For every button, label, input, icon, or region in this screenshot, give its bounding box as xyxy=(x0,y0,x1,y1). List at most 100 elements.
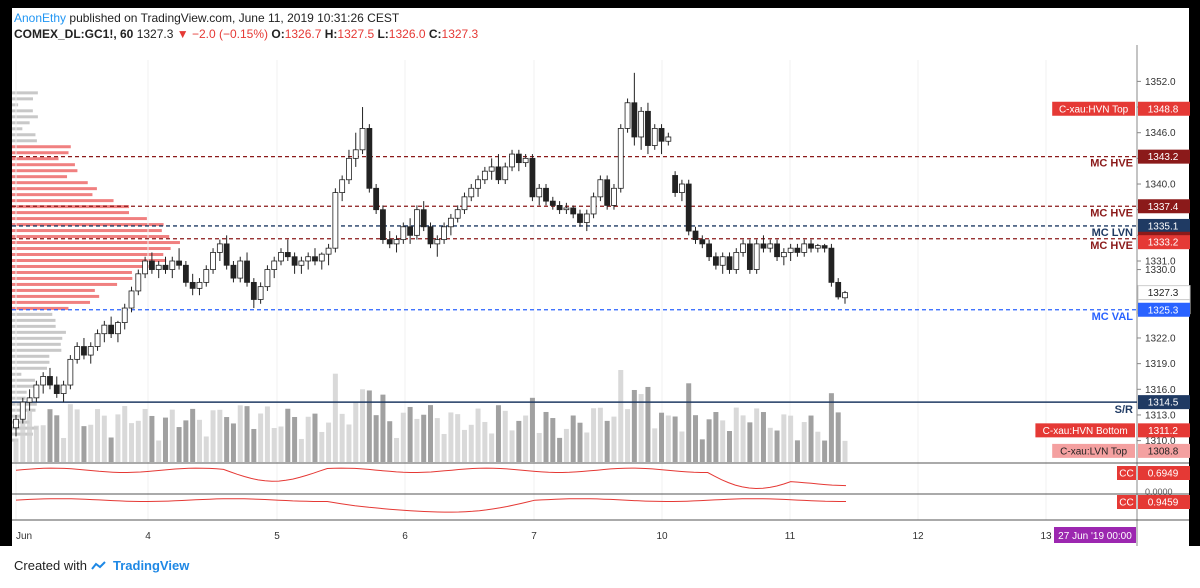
candle-body xyxy=(549,200,556,206)
volume-profile-bar xyxy=(12,360,50,364)
volume-bar xyxy=(237,405,243,462)
candle-body xyxy=(590,196,597,215)
volume-bar xyxy=(631,389,637,462)
high-label: H: xyxy=(324,27,338,41)
volume-bar xyxy=(115,414,121,462)
volume-bar xyxy=(523,415,529,462)
candle-body xyxy=(835,281,842,298)
volume-bar xyxy=(842,440,848,462)
volume-profile-bar xyxy=(12,175,68,179)
indicator-name-tag: CC xyxy=(1119,498,1133,509)
candle-body xyxy=(298,260,305,266)
volume-bar xyxy=(679,431,685,462)
volume-bar xyxy=(788,415,794,462)
price-tag-text: 1348.8 xyxy=(1148,104,1179,115)
volume-bar xyxy=(489,433,495,462)
price-tick-label: 1340.0 xyxy=(1145,180,1176,191)
volume-bar xyxy=(142,408,148,462)
volume-bar xyxy=(122,406,128,462)
volume-bar xyxy=(108,437,114,462)
candle-body xyxy=(87,346,94,356)
volume-profile-bar xyxy=(12,324,56,328)
candle-body xyxy=(318,253,325,262)
candle-body xyxy=(284,252,291,258)
candle-body xyxy=(502,166,509,181)
volume-profile-bar xyxy=(12,115,38,119)
candle-body xyxy=(495,166,502,181)
candle-body xyxy=(746,243,753,270)
candle-body xyxy=(386,239,393,245)
candle-body xyxy=(801,243,808,253)
candle-body xyxy=(237,260,244,279)
volume-bar xyxy=(400,412,406,462)
price-tag-bg xyxy=(1138,101,1190,116)
volume-bar xyxy=(516,420,522,462)
candle-body xyxy=(142,260,149,275)
level-label: MC HVE xyxy=(1090,158,1133,170)
level-label: MC LVN xyxy=(1092,227,1133,239)
candle-body xyxy=(352,149,359,159)
volume-bar xyxy=(380,394,386,462)
volume-bar xyxy=(726,431,732,462)
tradingview-brand[interactable]: TradingView xyxy=(112,558,190,573)
candle-body xyxy=(617,128,624,189)
volume-bar xyxy=(455,414,461,462)
volume-bar xyxy=(611,416,617,462)
price-tag-text: 1325.3 xyxy=(1148,305,1179,316)
candle-body xyxy=(821,245,828,249)
volume-bar xyxy=(686,383,692,462)
date-axis-label: Jun xyxy=(16,531,32,542)
candle-body xyxy=(53,384,60,394)
candle-body xyxy=(488,166,495,172)
volume-bar xyxy=(135,420,141,462)
symbol-name: COMEX_DL:GC1!, 60 xyxy=(14,27,134,41)
candle-body xyxy=(774,243,780,258)
volume-profile-bar xyxy=(12,211,130,215)
volume-profile-bar xyxy=(12,91,38,95)
candle-body xyxy=(842,292,848,299)
last-price: 1327.3 xyxy=(136,27,174,41)
volume-bar xyxy=(441,433,447,462)
volume-profile-bar xyxy=(12,306,69,310)
candle-body xyxy=(257,286,264,300)
candle-body xyxy=(264,269,271,288)
volume-bar xyxy=(251,428,257,462)
volume-bar xyxy=(169,409,175,462)
volume-bar xyxy=(672,416,678,462)
volume-profile-bar xyxy=(12,181,88,185)
volume-profile-bar xyxy=(12,378,35,382)
candle-body xyxy=(706,243,712,258)
date-tag-text: 27 Jun '19 00:00 xyxy=(1058,531,1132,542)
volume-bar xyxy=(190,408,196,462)
volume-bar xyxy=(625,409,631,462)
level-label: MC VAL xyxy=(1092,311,1134,323)
price-tick-label: 1346.0 xyxy=(1145,128,1176,139)
candle-body xyxy=(230,264,237,279)
volume-bar xyxy=(298,438,304,462)
author-name[interactable]: AnonEthy xyxy=(14,11,67,25)
volume-bar xyxy=(482,421,488,462)
price-tag-text: 1343.2 xyxy=(1148,152,1179,163)
candle-body xyxy=(380,209,386,241)
price-tag-bg xyxy=(1138,218,1190,233)
volume-bar xyxy=(33,425,39,462)
candle-body xyxy=(203,269,210,283)
price-tick-label: 1313.0 xyxy=(1145,410,1176,421)
volume-bar xyxy=(414,418,420,462)
candle-body xyxy=(794,247,801,253)
candle-body xyxy=(740,243,746,253)
price-tick-label: 1330.0 xyxy=(1145,265,1176,276)
volume-bar xyxy=(360,389,366,462)
volume-profile-bar xyxy=(12,163,75,167)
symbol-header: COMEX_DL:GC1!, 60 1327.3 ▼ −2.0 (−0.15%)… xyxy=(14,27,478,41)
candle-body xyxy=(210,252,216,270)
volume-bar xyxy=(339,413,345,462)
date-axis-label: 5 xyxy=(274,531,280,542)
volume-bar xyxy=(570,415,576,462)
price-tag-text: 1337.4 xyxy=(1148,202,1179,213)
volume-profile-bar xyxy=(12,282,118,286)
candle-body xyxy=(454,209,461,219)
candle-body xyxy=(108,324,115,335)
volume-bar xyxy=(794,440,800,462)
